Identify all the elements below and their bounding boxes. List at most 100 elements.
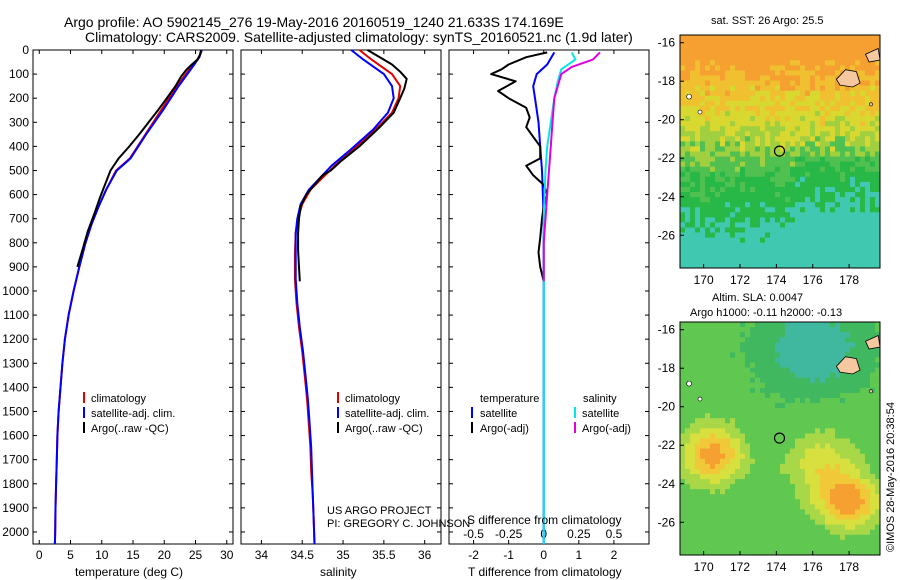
map-cell xyxy=(715,40,721,46)
map-cell xyxy=(825,217,831,223)
map-cell xyxy=(770,489,776,495)
map-cell xyxy=(775,514,781,520)
map-cell xyxy=(800,479,806,485)
map-cell xyxy=(750,352,756,358)
map-cell xyxy=(715,176,721,183)
map-cell xyxy=(845,539,851,546)
map-cell xyxy=(875,423,881,429)
map-cell xyxy=(790,262,796,269)
map-cell xyxy=(865,327,871,333)
map-cell xyxy=(785,342,791,348)
map-cell xyxy=(755,247,761,254)
difference-legend: temperature salinity satellite Argo(-adj… xyxy=(471,393,631,435)
map-cell xyxy=(680,453,686,460)
map-cell xyxy=(815,529,821,536)
map-cell xyxy=(820,217,826,223)
map-cell xyxy=(695,392,701,399)
map-cell xyxy=(870,85,876,92)
map-cell xyxy=(850,237,856,244)
map-cell xyxy=(700,161,706,168)
map-cell xyxy=(870,192,876,198)
map-cell xyxy=(855,146,861,152)
map-cell xyxy=(845,519,851,526)
map-cell xyxy=(735,257,741,264)
map-cell xyxy=(720,489,726,495)
map-cell xyxy=(745,392,751,399)
map-cell xyxy=(745,156,751,163)
map-cell xyxy=(835,423,841,429)
map-cell xyxy=(875,136,881,142)
map-cell xyxy=(680,60,686,66)
map-cell xyxy=(715,186,721,193)
x-tick-label: 20 xyxy=(158,548,172,562)
map-cell xyxy=(725,433,731,439)
map-cell xyxy=(865,257,871,264)
map-cell xyxy=(875,453,881,460)
map-cell xyxy=(760,342,766,348)
map-cell xyxy=(805,458,811,465)
map-cell xyxy=(850,342,856,348)
map-cell xyxy=(845,448,851,455)
map-cell xyxy=(825,489,831,495)
depth-tick-label: 1000 xyxy=(2,284,29,298)
map-cell xyxy=(700,136,706,142)
map-cell xyxy=(755,403,761,409)
map-cell xyxy=(765,40,771,46)
map-cell xyxy=(865,80,871,87)
map-cell xyxy=(840,50,846,56)
map-cell xyxy=(805,433,811,439)
map-cell xyxy=(855,151,861,157)
sla-map-subtitle: Argo h1000: -0.11 h2000: -0.13 xyxy=(690,307,842,319)
map-cell xyxy=(860,131,866,137)
map-cell xyxy=(715,418,721,424)
map-cell xyxy=(815,35,821,41)
map-cell xyxy=(830,80,836,87)
map-cell xyxy=(680,514,686,520)
map-cell xyxy=(760,539,766,546)
map-cell xyxy=(810,342,816,348)
map-cell xyxy=(785,222,791,228)
map-cell xyxy=(695,509,701,515)
map-cell xyxy=(740,252,746,259)
map-cell xyxy=(785,322,791,328)
map-cell xyxy=(860,463,866,470)
map-cell xyxy=(785,433,791,439)
map-cell xyxy=(815,136,821,142)
map-cell xyxy=(795,110,801,117)
map-cell xyxy=(745,35,751,41)
map-cell xyxy=(740,372,746,379)
map-cell xyxy=(850,332,856,338)
map-cell xyxy=(835,392,841,399)
map-cell xyxy=(830,524,836,531)
map-cell xyxy=(770,217,776,223)
map-cell xyxy=(860,136,866,142)
map-cell xyxy=(705,121,711,127)
map-cell xyxy=(685,207,691,213)
map-cell xyxy=(840,392,846,399)
map-cell xyxy=(735,458,741,465)
map-cell xyxy=(745,161,751,168)
map-cell xyxy=(835,227,841,233)
map-cell xyxy=(750,549,756,556)
map-cell xyxy=(785,186,791,193)
map-cell xyxy=(735,146,741,152)
map-cell xyxy=(765,146,771,152)
map-cell xyxy=(755,423,761,429)
map-cell xyxy=(690,347,696,353)
map-cell xyxy=(770,166,776,173)
map-cell xyxy=(865,227,871,233)
map-cell xyxy=(720,514,726,520)
map-cell xyxy=(875,347,881,353)
map-cell xyxy=(815,514,821,520)
map-cell xyxy=(680,217,686,223)
map-cell xyxy=(715,539,721,546)
map-cell xyxy=(830,126,836,132)
map-cell xyxy=(875,367,881,374)
map-cell xyxy=(680,55,686,61)
map-cell xyxy=(810,413,816,419)
map-cell xyxy=(765,70,771,76)
map-cell xyxy=(730,357,736,363)
map-cell xyxy=(755,509,761,515)
map-cell xyxy=(830,332,836,338)
map-cell xyxy=(720,504,726,510)
